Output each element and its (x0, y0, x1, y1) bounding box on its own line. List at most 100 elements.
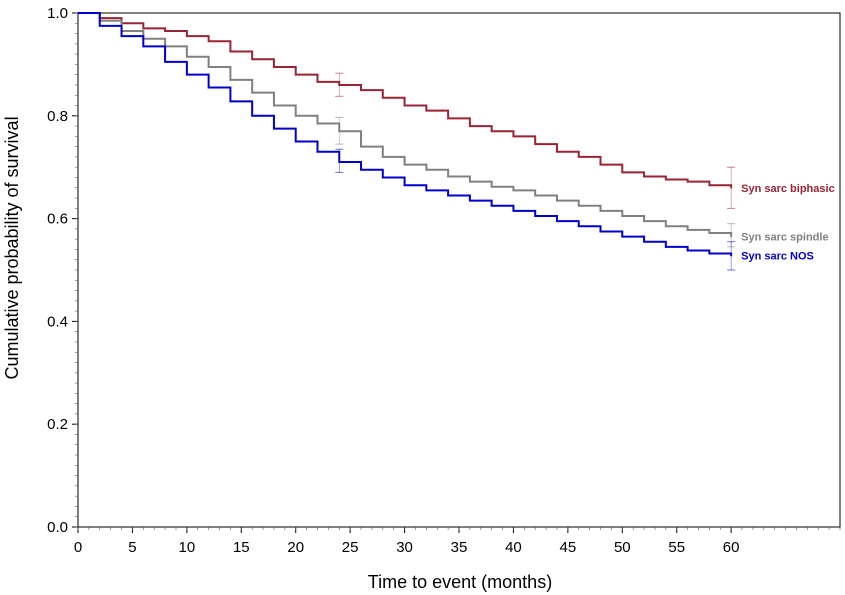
y-tick-label: 0.2 (47, 416, 68, 433)
series-point (229, 50, 232, 53)
series-point (360, 145, 362, 148)
y-tick-label: 0.4 (47, 313, 68, 330)
y-tick-label: 0.6 (47, 211, 68, 228)
x-tick-label: 40 (505, 539, 522, 556)
y-tick-label: 1.0 (47, 5, 68, 22)
series-point (316, 122, 319, 125)
series-point (534, 143, 536, 145)
series-point (708, 252, 711, 255)
series-point (294, 73, 297, 76)
x-axis-title: Time to event (months) (368, 572, 552, 592)
series-point (490, 204, 493, 207)
series-point (469, 199, 471, 202)
series-point (273, 66, 275, 68)
series-point (98, 25, 101, 27)
x-tick-label: 0 (74, 539, 82, 556)
series-point (665, 178, 667, 181)
series-point (186, 55, 188, 58)
series-point (403, 163, 406, 166)
series-point (142, 27, 145, 30)
series-point (294, 115, 297, 117)
series-point (316, 150, 319, 153)
x-tick-label: 15 (233, 539, 250, 556)
series-point (512, 210, 515, 212)
series-point (207, 86, 210, 89)
series-point (164, 61, 166, 63)
series-point (686, 249, 689, 252)
x-tick-label: 5 (128, 539, 136, 556)
series-point (229, 79, 232, 81)
series-point (686, 229, 689, 231)
series-point (403, 104, 406, 107)
y-axis-title: Cumulative probability of survival (2, 116, 22, 379)
series-point (120, 35, 123, 37)
series-point (360, 89, 362, 91)
series-point (186, 73, 188, 76)
series-label-syn-sarc-biphasic: Syn sarc biphasic (741, 183, 835, 195)
series-point (186, 35, 188, 37)
series-point (469, 180, 471, 183)
series-point (577, 204, 580, 207)
x-tick-label: 55 (668, 539, 685, 556)
series-point (556, 199, 558, 202)
series-point (512, 189, 515, 192)
series-point (207, 40, 210, 43)
series-point (273, 127, 275, 130)
series-point (534, 215, 536, 217)
series-point (621, 171, 624, 174)
x-tick-label: 20 (287, 539, 304, 556)
series-point (316, 81, 319, 83)
series-point (207, 66, 210, 68)
series-point (294, 140, 297, 143)
series-point (382, 176, 384, 179)
x-tick-label: 10 (179, 539, 196, 556)
series-point (665, 225, 667, 228)
series-point (665, 246, 667, 248)
series-point (708, 232, 711, 234)
y-tick-label: 0.8 (47, 108, 68, 125)
x-tick-label: 45 (560, 539, 577, 556)
series-point (490, 130, 493, 133)
series-point (425, 168, 428, 171)
series-point (360, 168, 362, 171)
x-tick-label: 30 (396, 539, 413, 556)
series-point (447, 194, 449, 197)
x-tick-label: 50 (614, 539, 631, 556)
series-point (708, 184, 711, 186)
series-point (643, 175, 645, 178)
series-point (382, 156, 384, 158)
series-label-syn-sarc-nos: Syn sarc NOS (741, 251, 814, 263)
series-point (643, 240, 645, 243)
series-point (469, 125, 471, 127)
series-point (164, 30, 166, 32)
series-point (686, 180, 689, 183)
series-point (534, 194, 536, 197)
x-tick-label: 35 (451, 539, 468, 556)
series-point (403, 184, 406, 186)
series-point (447, 117, 449, 120)
series-point (77, 12, 79, 14)
series-point (577, 156, 580, 158)
series-point (142, 45, 145, 48)
series-point (273, 104, 275, 107)
series-label-syn-sarc-spindle: Syn sarc spindle (741, 232, 828, 244)
series-point (621, 235, 624, 238)
series-point (599, 163, 602, 166)
x-tick-label: 25 (342, 539, 359, 556)
series-point (599, 210, 602, 212)
series-point (229, 100, 232, 103)
series-point (490, 185, 493, 188)
series-point (556, 220, 558, 222)
x-tick-label: 60 (723, 539, 740, 556)
series-point (556, 150, 558, 153)
series-point (251, 115, 253, 117)
series-point (577, 225, 580, 228)
y-tick-label: 0.0 (47, 519, 68, 536)
series-point (447, 175, 449, 178)
series-point (512, 135, 515, 138)
series-point (621, 215, 624, 217)
series-point (382, 97, 384, 99)
series-point (599, 230, 602, 233)
